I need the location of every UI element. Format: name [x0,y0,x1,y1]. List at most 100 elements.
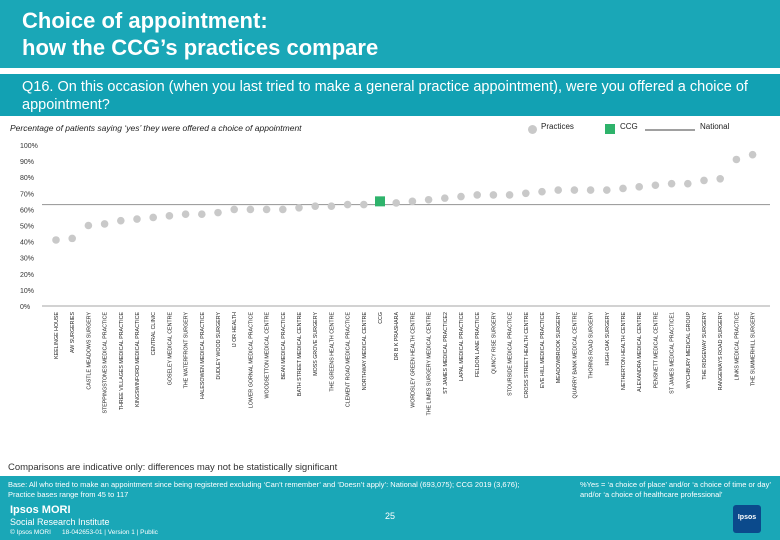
page-title: Choice of appointment: how the CCG’s pra… [22,7,722,61]
x-category-label: QUARRY BANK MEDICAL CENTRE [572,312,578,399]
y-tick-label: 60% [20,207,34,214]
practice-point [716,175,724,183]
base-note: Base: All who tried to make an appointme… [8,480,520,499]
practice-point [586,186,595,194]
x-category-label: THE SUMMERHILL SURGERY [751,312,757,387]
x-category-label: WOODSETTON MEDICAL CENTRE [265,312,271,399]
page-title-line2: how the CCG’s practices compare [22,35,379,60]
x-category-label: ALEXANDRA MEDICAL CENTRE [637,312,643,392]
x-category-label: ST JAMES MEDICAL PRACTICE2 [443,312,449,394]
practice-point [489,191,498,199]
x-category-label: BEAN MEDICAL PRACTICE [281,312,287,380]
practice-point [603,186,611,194]
x-category-label: EVE HILL MEDICAL PRACTICE [540,312,546,389]
practice-point [149,213,157,222]
legend-ccg-label: CCG [620,122,638,131]
legend-national-line [645,129,695,131]
x-category-label: FELDON LANE PRACTICE [475,312,481,378]
x-category-label: THE RIDGEWAY SURGERY [702,312,708,380]
y-tick-label: 10% [20,288,34,295]
x-category-label: THE GREENS HEALTH CENTRE [329,312,335,392]
practice-point [667,179,676,188]
practice-point [343,200,352,209]
x-category-label: ST JAMES MEDICAL PRACTICE1 [670,312,676,394]
practice-point [619,184,627,193]
practice-point [424,195,433,204]
x-category-label: CASTLE MEADOWS SURGERY [86,312,92,390]
practice-point [198,210,206,219]
y-tick-label: 50% [20,224,34,231]
x-category-label: NORTHWAY MEDICAL CENTRE [362,312,368,391]
legend-practices-marker [528,125,537,134]
practice-point [68,234,76,243]
x-category-label: WORDSLEY GREEN HEALTH CENTRE [410,312,416,408]
x-category-label: RANGEWAYS ROAD SURGERY [718,312,724,391]
ipsos-brand-icon [733,505,761,533]
x-category-label: PENSNETT MEDICAL CENTRE [653,312,659,389]
legend-ccg-marker [605,124,615,134]
x-category-label: CLEMENT ROAD MEDICAL PRACTICE [346,312,352,408]
practice-point [441,194,449,202]
x-category-label: KEELINGE HOUSE [54,312,60,359]
x-category-label: NETHERTON HEALTH CENTRE [621,312,627,390]
ipsos-brand-text: Ipsos [737,514,757,521]
x-category-label: HIGH OAK SURGERY [605,312,611,366]
document-reference: 18-042653-01 | Version 1 | Public [62,529,158,536]
practice-point [700,176,708,185]
x-category-label: THREE VILLAGES MEDICAL PRACTICE [119,312,125,411]
practice-point [732,155,741,164]
practice-point [133,215,141,223]
chart-title: Percentage of patients saying ‘yes’ they… [10,123,302,133]
sri-logo-text: Social Research Institute [10,517,110,527]
y-tick-label: 90% [20,159,34,166]
practice-point [651,181,660,190]
practice-point [408,197,417,206]
x-category-label: GOSELEY MEDICAL CENTRE [167,312,173,386]
x-category-label: LINKS MEDICAL PRACTICE [734,312,740,381]
legend-national-label: National [700,122,730,131]
question-banner [0,74,780,116]
practice-point [246,205,255,214]
y-tick-label: 20% [20,272,34,279]
y-tick-label: 40% [20,240,34,247]
x-category-label: WYCHBURY MEDICAL GROUP [686,312,692,389]
y-tick-label: 70% [20,191,34,198]
practice-point [295,203,303,212]
ipsos-mori-logo: Ipsos MORI [10,504,71,516]
practice-point [473,191,482,199]
practice-point [505,191,514,199]
practice-point [327,202,336,210]
question-text: Q16. On this occasion (when you last tri… [22,79,748,113]
x-category-label: CENTRAL CLINIC [151,312,157,356]
yes-definition-note: %Yes = ‘a choice of place’ and/or ‘a cho… [580,480,771,499]
x-category-label: STEPPINGSTONES MEDICAL PRACTICE [103,312,109,414]
practice-point [165,212,174,220]
practice-point [684,179,692,188]
practice-point [279,205,287,214]
practice-point [538,187,546,196]
x-category-label: BATH STREET MEDICAL CENTRE [297,312,303,397]
practice-point [635,183,643,191]
x-category-label: CROSS STREET HEALTH CENTRE [524,312,530,399]
x-category-label: IJ OR HEALTH [232,312,238,348]
footer-bar [0,476,780,540]
ccg-point [375,196,385,207]
page-title-line1: Choice of appointment: [22,8,268,33]
x-category-label: THE WATERFRONT SURGERY [184,312,190,389]
practice-point [230,205,238,214]
y-tick-label: 0% [20,304,30,311]
title-bar [0,0,780,68]
practice-point [522,189,530,198]
x-category-label: THE LIMES SURGERY MEDICAL CENTRE [427,312,433,416]
y-tick-label: 100% [20,143,38,150]
copyright: © Ipsos MORI [10,529,51,536]
x-category-label: HALESOWEN MEDICAL PRACTICE [200,312,206,399]
x-category-label: DR B K PRASHARA [394,312,400,361]
y-tick-label: 30% [20,256,34,263]
x-category-label: CCG [378,312,384,324]
x-category-label: MOSS GROVE SURGERY [313,312,319,376]
x-category-label: AW SURGERIES [70,312,76,353]
practice-point [457,192,465,201]
x-category-label: QUINCY RISE SURGERY [491,312,497,374]
